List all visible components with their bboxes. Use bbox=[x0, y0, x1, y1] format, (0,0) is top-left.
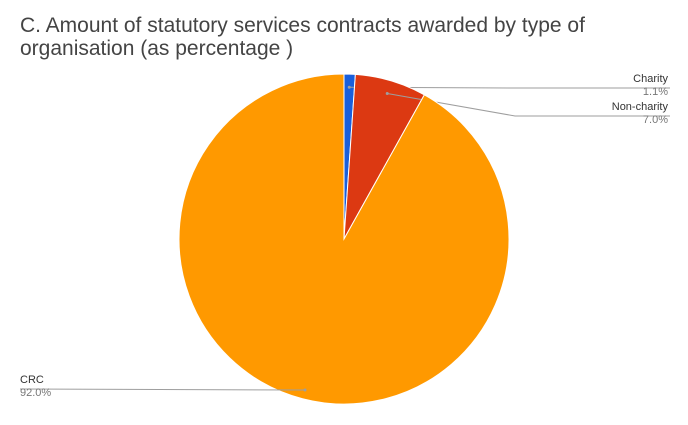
slice-value-label: 7.0% bbox=[643, 114, 668, 126]
chart-title: C. Amount of statutory services contract… bbox=[20, 14, 585, 60]
slice-label: Non-charity bbox=[612, 101, 669, 113]
slice-value-label: 1.1% bbox=[643, 86, 668, 98]
slice-label: Charity bbox=[633, 73, 668, 85]
slice-value-label: 92.0% bbox=[20, 387, 51, 399]
pie-slice-crc bbox=[178, 73, 510, 405]
slice-label: CRC bbox=[20, 374, 44, 386]
leader-line bbox=[19, 388, 306, 391]
